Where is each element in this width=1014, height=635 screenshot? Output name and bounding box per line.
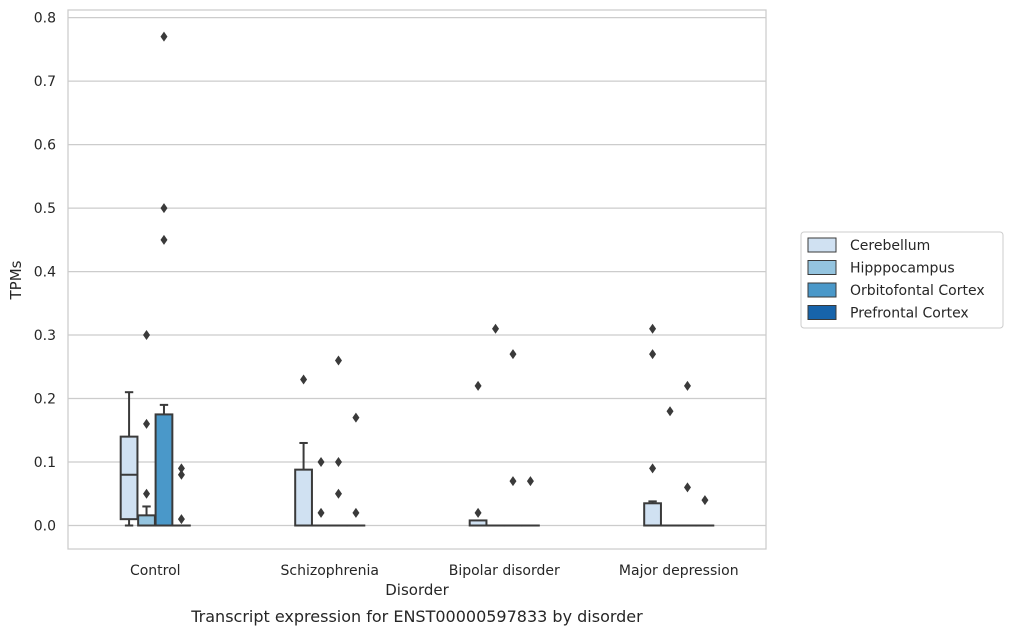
x-tick-label: Schizophrenia bbox=[281, 563, 379, 579]
outlier-point bbox=[177, 463, 185, 474]
boxes bbox=[119, 31, 715, 527]
outlier-point bbox=[143, 418, 151, 429]
gridlines bbox=[68, 16, 766, 527]
outlier-point bbox=[649, 463, 657, 474]
outlier-point bbox=[509, 349, 517, 360]
outlier-point bbox=[492, 323, 500, 334]
legend-label: Orbitofontal Cortex bbox=[850, 283, 985, 299]
box-cerebellum bbox=[119, 391, 139, 527]
box-hipppocampus bbox=[486, 323, 505, 527]
box-orbitofontal-cortex bbox=[329, 355, 348, 527]
box-prefrontal-cortex bbox=[172, 463, 191, 527]
legend-label: Prefrontal Cortex bbox=[850, 306, 969, 322]
outlier-point bbox=[334, 355, 342, 366]
outlier-point bbox=[352, 507, 360, 518]
outlier-point bbox=[334, 457, 342, 468]
outlier-point bbox=[177, 514, 185, 525]
box-body bbox=[294, 468, 313, 527]
outlier-point bbox=[317, 507, 325, 518]
legend-label: Cerebellum bbox=[850, 238, 930, 254]
y-tick-labels: 0.0 0.1 0.2 0.3 0.4 0.5 0.6 0.7 0.8 bbox=[34, 11, 56, 535]
outlier-point bbox=[317, 457, 325, 468]
box-prefrontal-cortex bbox=[695, 495, 715, 527]
plot-frame bbox=[67, 9, 767, 550]
box-cerebellum bbox=[294, 374, 313, 527]
outlier-point bbox=[352, 412, 360, 423]
y-tick-label: 0.4 bbox=[34, 265, 56, 281]
outlier-point bbox=[474, 507, 482, 518]
y-tick-label: 0.3 bbox=[34, 328, 56, 344]
outlier-point bbox=[143, 330, 151, 341]
outlier-point bbox=[649, 323, 657, 334]
x-tick-label: Bipolar disorder bbox=[449, 563, 560, 579]
y-tick-label: 0.1 bbox=[34, 455, 56, 471]
legend-swatch bbox=[807, 282, 837, 298]
legend-frame bbox=[800, 231, 1004, 329]
box-hipppocampus bbox=[311, 457, 331, 527]
box-prefrontal-cortex bbox=[521, 476, 540, 527]
outlier-point bbox=[666, 406, 674, 417]
legend: Cerebellum Hipppocampus Orbitofontal Corte… bbox=[800, 231, 1004, 329]
outlier-point bbox=[143, 488, 151, 499]
x-axis-label: Disorder bbox=[385, 581, 449, 599]
outlier-point bbox=[683, 482, 691, 493]
legend-swatch bbox=[807, 260, 837, 275]
box-body bbox=[137, 514, 156, 527]
box-hipppocampus bbox=[137, 330, 156, 527]
y-tick-label: 0.7 bbox=[34, 74, 56, 90]
chart-caption: Transcript expression for ENST0000059783… bbox=[190, 607, 643, 626]
box-orbitofontal-cortex bbox=[503, 349, 523, 527]
y-tick-label: 0.2 bbox=[34, 392, 56, 408]
legend-swatch bbox=[807, 305, 837, 320]
outlier-point bbox=[160, 203, 168, 214]
y-tick-label: 0.6 bbox=[34, 138, 56, 154]
outlier-point bbox=[701, 495, 709, 506]
y-tick-label: 0.8 bbox=[34, 11, 56, 27]
outlier-point bbox=[649, 349, 657, 360]
outlier-point bbox=[526, 476, 534, 487]
x-tick-labels: Control Schizophrenia Bipolar disorder Majo… bbox=[130, 563, 739, 579]
y-tick-label: 0.5 bbox=[34, 201, 56, 217]
outlier-point bbox=[683, 380, 691, 391]
outlier-point bbox=[334, 488, 342, 499]
outlier-point bbox=[474, 380, 482, 391]
outlier-point bbox=[177, 469, 185, 480]
y-tick-label: 0.0 bbox=[34, 519, 56, 535]
box-prefrontal-cortex bbox=[346, 412, 366, 527]
box-body bbox=[119, 435, 139, 521]
y-axis-label: TPMs bbox=[7, 260, 25, 300]
box-orbitofontal-cortex bbox=[678, 380, 697, 527]
x-tick-label: Major depression bbox=[619, 563, 739, 579]
outlier-point bbox=[160, 31, 168, 42]
box-body bbox=[154, 413, 174, 527]
box-body bbox=[643, 502, 662, 527]
outlier-point bbox=[300, 374, 308, 385]
x-tick-label: Control bbox=[130, 563, 181, 579]
legend-swatch bbox=[807, 237, 837, 253]
outlier-point bbox=[160, 234, 168, 245]
box-cerebellum bbox=[643, 323, 662, 527]
box-cerebellum bbox=[468, 380, 488, 527]
legend-label: Hipppocampus bbox=[850, 261, 955, 277]
outlier-point bbox=[509, 476, 517, 487]
box-orbitofontal-cortex bbox=[154, 31, 174, 527]
box-hipppocampus bbox=[660, 406, 680, 527]
